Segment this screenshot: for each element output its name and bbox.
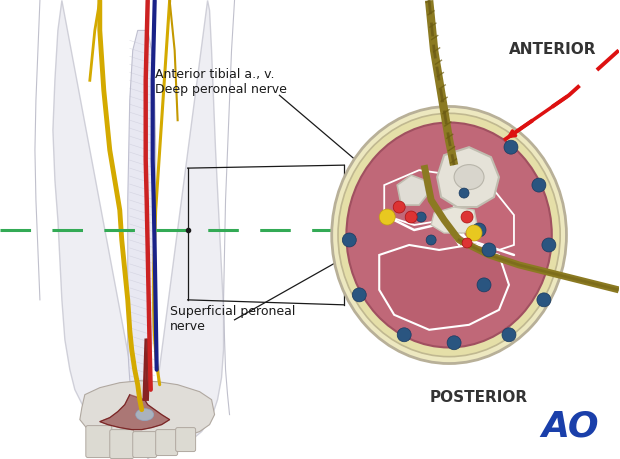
Ellipse shape bbox=[136, 409, 154, 420]
Text: Superficial peroneal
nerve: Superficial peroneal nerve bbox=[170, 305, 295, 333]
Circle shape bbox=[482, 243, 496, 257]
Circle shape bbox=[472, 223, 486, 237]
FancyBboxPatch shape bbox=[86, 425, 112, 458]
Polygon shape bbox=[397, 175, 427, 205]
Circle shape bbox=[477, 278, 491, 292]
Circle shape bbox=[502, 328, 516, 342]
Circle shape bbox=[462, 238, 472, 248]
Circle shape bbox=[504, 140, 518, 154]
Circle shape bbox=[352, 288, 366, 302]
Polygon shape bbox=[454, 175, 514, 250]
FancyBboxPatch shape bbox=[175, 428, 195, 452]
Text: AO: AO bbox=[541, 409, 598, 444]
Polygon shape bbox=[437, 147, 499, 207]
Circle shape bbox=[461, 211, 473, 223]
FancyBboxPatch shape bbox=[110, 430, 134, 459]
Polygon shape bbox=[384, 170, 459, 225]
Circle shape bbox=[416, 212, 426, 222]
Circle shape bbox=[532, 178, 546, 192]
Circle shape bbox=[542, 238, 556, 252]
FancyBboxPatch shape bbox=[133, 431, 157, 458]
Text: ANTERIOR: ANTERIOR bbox=[509, 42, 596, 57]
Polygon shape bbox=[128, 30, 156, 400]
Circle shape bbox=[447, 336, 461, 350]
FancyBboxPatch shape bbox=[156, 430, 178, 455]
Ellipse shape bbox=[347, 123, 552, 347]
Polygon shape bbox=[53, 0, 224, 459]
Ellipse shape bbox=[332, 106, 567, 364]
Polygon shape bbox=[379, 245, 509, 330]
Circle shape bbox=[342, 233, 356, 247]
Circle shape bbox=[426, 235, 436, 245]
Text: POSTERIOR: POSTERIOR bbox=[429, 390, 527, 405]
Circle shape bbox=[466, 225, 482, 241]
Circle shape bbox=[397, 328, 411, 342]
Text: Anterior tibial a., v.
Deep peroneal nerve: Anterior tibial a., v. Deep peroneal ner… bbox=[154, 68, 286, 96]
Circle shape bbox=[405, 211, 417, 223]
Polygon shape bbox=[100, 395, 170, 430]
Polygon shape bbox=[80, 381, 215, 441]
Ellipse shape bbox=[338, 113, 560, 357]
Circle shape bbox=[393, 201, 405, 213]
Circle shape bbox=[379, 209, 395, 225]
Polygon shape bbox=[431, 207, 477, 233]
Circle shape bbox=[537, 293, 551, 307]
Circle shape bbox=[459, 188, 469, 198]
Ellipse shape bbox=[454, 165, 484, 190]
